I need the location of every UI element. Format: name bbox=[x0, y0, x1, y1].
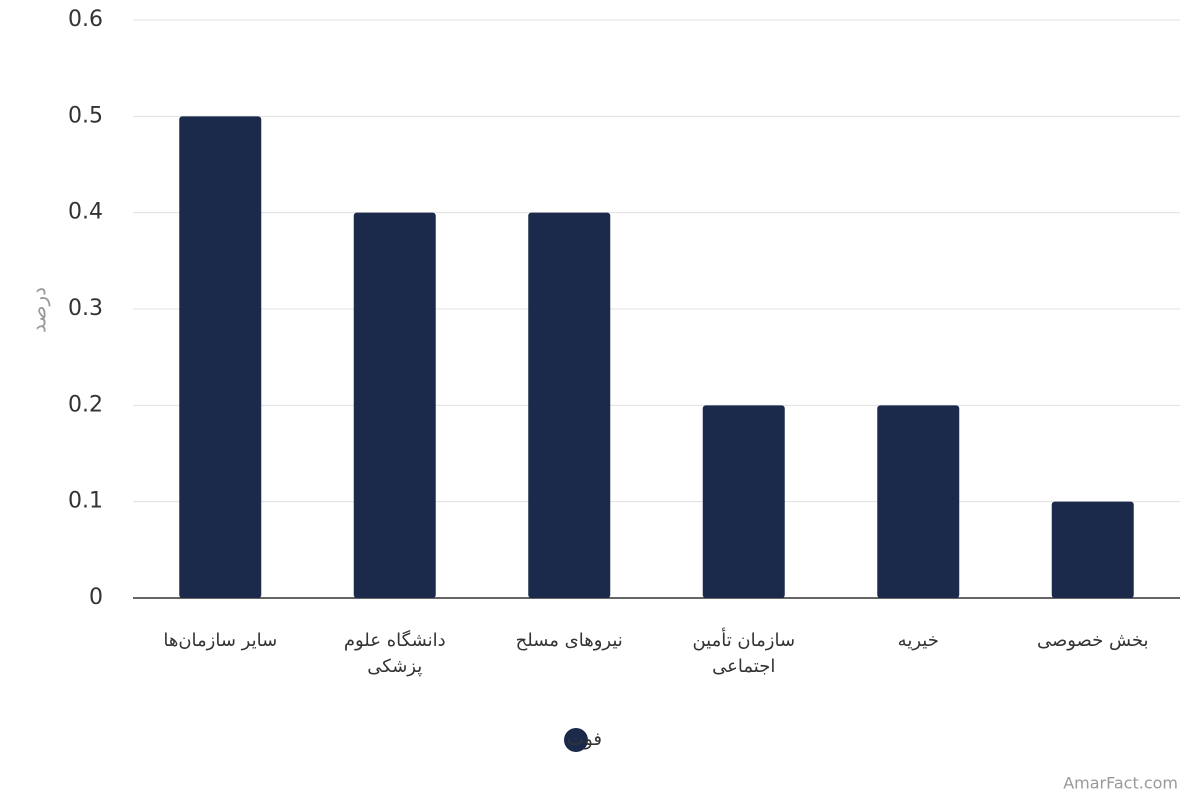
legend-marker bbox=[564, 728, 588, 752]
bar bbox=[877, 405, 960, 598]
x-tick-label: دانشگاه علوم پزشکی bbox=[343, 630, 446, 677]
x-tick-label: نیروهای مسلح bbox=[515, 630, 623, 651]
y-axis-label: درصد bbox=[27, 287, 51, 333]
bar bbox=[702, 405, 785, 598]
x-tick-label: خیریه bbox=[897, 630, 939, 651]
y-tick-label: 0.6 bbox=[68, 7, 103, 32]
x-tick-label: سازمان تأمین اجتماعی bbox=[692, 630, 796, 677]
y-tick-label: 0.4 bbox=[68, 200, 103, 225]
credit: AmarFact.com bbox=[1063, 774, 1178, 793]
bar bbox=[179, 116, 262, 598]
y-tick-label: 0.5 bbox=[68, 103, 103, 128]
x-tick-label: بخش خصوصی bbox=[1036, 630, 1149, 651]
bar bbox=[528, 212, 611, 598]
bar bbox=[1051, 501, 1134, 598]
y-tick-label: 0.3 bbox=[68, 296, 103, 321]
x-tick-label: سایر سازمان‌ها bbox=[163, 630, 278, 651]
legend-label: فوت bbox=[567, 729, 602, 750]
y-tick-label: 0.1 bbox=[68, 489, 103, 514]
y-tick-label: 0 bbox=[89, 585, 103, 610]
bar bbox=[353, 212, 436, 598]
y-tick-label: 0.2 bbox=[68, 392, 103, 417]
